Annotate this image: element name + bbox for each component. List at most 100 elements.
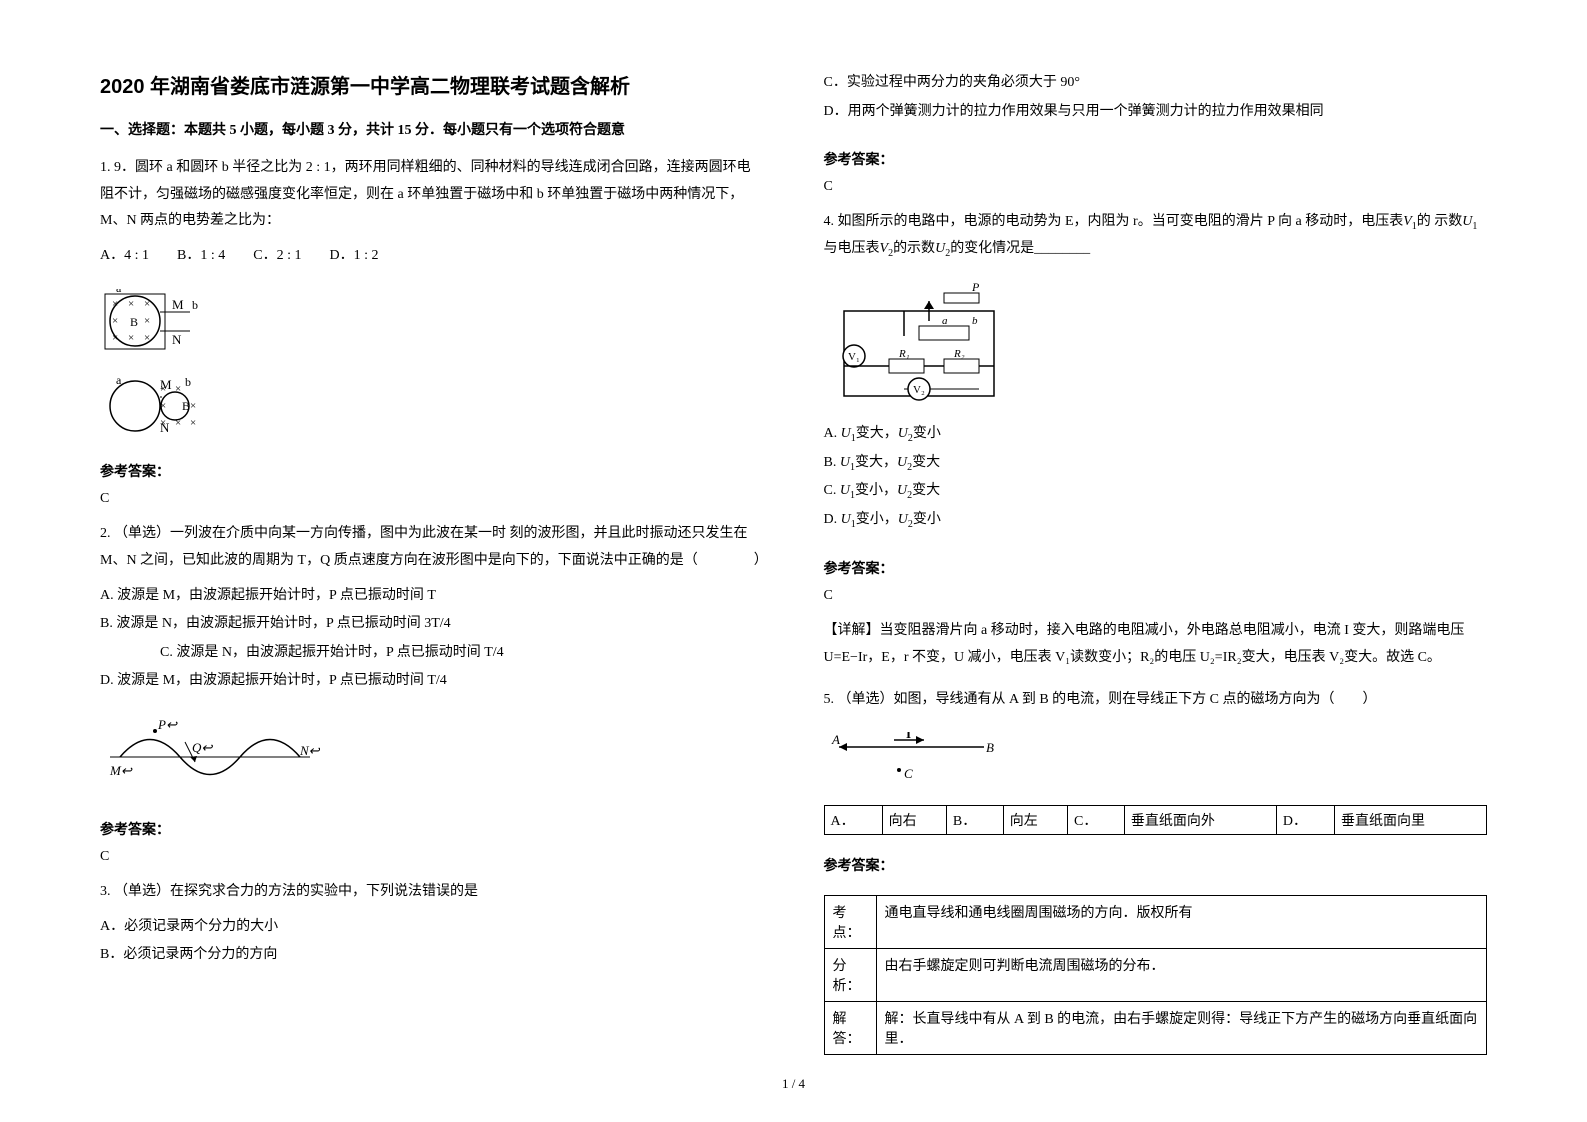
q4-detail: 【详解】当变阻器滑片向 a 移动时，接入电路的电阻减小，外电路总电阻减小，电流 …	[824, 618, 1488, 671]
q4-a-1: 变大，	[856, 426, 898, 441]
q4-b-1: 变大，	[855, 455, 897, 470]
q4-text-d: 与电压表	[824, 241, 880, 256]
q2-options: A. 波源是 M，由波源起振开始计时，P 点已振动时间 T B. 波源是 N，由…	[100, 583, 764, 697]
q4-u1: U	[1462, 214, 1472, 229]
q2-opt-a: A. 波源是 M，由波源起振开始计时，P 点已振动时间 T	[100, 583, 764, 610]
svg-text:B: B	[182, 399, 190, 413]
q1-answer: C	[100, 491, 764, 507]
q5-opt-c: 垂直纸面向外	[1124, 805, 1276, 834]
q5-figure: A I B C	[824, 732, 1488, 787]
q5-row3: 解：长直导线中有从 A 到 B 的电流，由右手螺旋定则得：导线正下方产生的磁场方…	[876, 1001, 1487, 1054]
svg-text:M: M	[160, 377, 172, 392]
q3-opts-left: A．必须记录两个分力的大小 B．必须记录两个分力的方向	[100, 914, 764, 971]
q4-c-1: 变小，	[855, 483, 897, 498]
q5-opt-d: 垂直纸面向里	[1335, 805, 1487, 834]
q5-opt-b-label: B．	[946, 805, 1003, 834]
q5-row2: 由右手螺旋定则可判断电流周围磁场的分布．	[876, 948, 1487, 1001]
q4-opt-c: C. U1变小，U2变大	[824, 478, 1488, 505]
q2-figure: M↩ N↩ P↩ Q↩	[100, 717, 764, 797]
q4-a-2: 变小	[913, 426, 941, 441]
q3-opt-d: D．用两个弹簧测力计的拉力作用效果与只用一个弹簧测力计的拉力作用效果相同	[824, 99, 1488, 126]
q5-row1: 通电直导线和通电线圈周围磁场的方向．版权所有	[876, 895, 1487, 948]
q3-answer: C	[824, 179, 1488, 195]
svg-text:×: ×	[144, 315, 150, 327]
q5-opt-b: 向左	[1003, 805, 1067, 834]
q5-row1-label: 考点：	[824, 895, 876, 948]
q3-opt-a: A．必须记录两个分力的大小	[100, 914, 764, 941]
q1-options: A．4 : 1 B．1 : 4 C．2 : 1 D．1 : 2	[100, 243, 764, 270]
q4-text-c: 示数	[1434, 214, 1462, 229]
svg-text:M↩: M↩	[109, 763, 133, 778]
u1b: U	[840, 455, 850, 470]
q5-answer-label: 参考答案：	[824, 855, 1488, 875]
svg-text:b: b	[185, 375, 191, 389]
svg-text:b: b	[192, 298, 198, 312]
svg-text:M: M	[172, 297, 184, 312]
q4-text-f: 的变化情况是________	[950, 241, 1090, 256]
q4-b-2: 变大	[912, 455, 940, 470]
q2-answer-label: 参考答案：	[100, 819, 764, 839]
q5-opt-c-label: C．	[1068, 805, 1125, 834]
svg-text:P: P	[971, 281, 980, 294]
svg-text:V₁: V₁	[848, 351, 860, 363]
u2b: U	[897, 455, 907, 470]
q5-opt-d-label: D．	[1276, 805, 1334, 834]
q1-figure-a: ××× ×× ××× B M N a b	[100, 289, 764, 354]
q4-d-1: 变小，	[856, 512, 898, 527]
q4-b-label: B.	[824, 455, 840, 470]
svg-text:R₂: R₂	[953, 348, 965, 360]
svg-text:A: A	[831, 732, 840, 747]
q2-opt-c: C. 波源是 N，由波源起振开始计时，P 点已振动时间 T/4	[100, 640, 764, 667]
svg-text:b: b	[972, 315, 978, 327]
svg-text:B: B	[130, 315, 138, 329]
q4-answer: C	[824, 588, 1488, 604]
q3-opts-right: C．实验过程中两分力的夹角必须大于 90° D．用两个弹簧测力计的拉力作用效果与…	[824, 70, 1488, 127]
q4-options: A. U1变大，U2变小 B. U1变大，U2变大 C. U1变小，U2变大 D…	[824, 421, 1488, 536]
q1-text: 1. 9．圆环 a 和圆环 b 半径之比为 2 : 1，两环用同样粗细的、同种材…	[100, 155, 764, 235]
svg-text:a: a	[116, 374, 122, 387]
svg-text:V₂: V₂	[913, 384, 925, 396]
q3-opt-b: B．必须记录两个分力的方向	[100, 942, 764, 969]
q4-text-b: 的	[1417, 214, 1431, 229]
q5-analysis-table: 考点：通电直导线和通电线圈周围磁场的方向．版权所有 分析：由右手螺旋定则可判断电…	[824, 895, 1488, 1055]
q2-text: 2. （单选）一列波在介质中向某一方向传播，图中为此波在某一时 刻的波形图，并且…	[100, 521, 764, 574]
q4-text: 4. 如图所示的电路中，电源的电动势为 E，内阻为 r。当可变电阻的滑片 P 向…	[824, 209, 1488, 263]
q4-opt-d: D. U1变小，U2变小	[824, 507, 1488, 534]
svg-text:×: ×	[190, 417, 196, 429]
right-column: C．实验过程中两分力的夹角必须大于 90° D．用两个弹簧测力计的拉力作用效果与…	[824, 70, 1488, 1082]
page-number: 1 / 4	[782, 1076, 805, 1092]
q5-text: 5. （单选）如图，导线通有从 A 到 B 的电流，则在导线正下方 C 点的磁场…	[824, 687, 1488, 714]
main-title: 2020 年湖南省娄底市涟源第一中学高二物理联考试题含解析	[100, 70, 764, 99]
svg-text:×: ×	[112, 315, 118, 327]
q4-text-e: 的示数	[893, 241, 935, 256]
q4-c-2: 变大	[912, 483, 940, 498]
u2c: U	[897, 483, 907, 498]
u2a: U	[898, 426, 908, 441]
svg-text:×: ×	[128, 298, 134, 310]
q5-row2-label: 分析：	[824, 948, 876, 1001]
q4-opt-b: B. U1变大，U2变大	[824, 450, 1488, 477]
q2-answer: C	[100, 849, 764, 865]
q4-answer-label: 参考答案：	[824, 558, 1488, 578]
q4-d-2: 变小	[913, 512, 941, 527]
svg-text:a: a	[942, 315, 948, 327]
svg-text:a: a	[116, 289, 122, 295]
u1c: U	[840, 483, 850, 498]
svg-text:×: ×	[128, 332, 134, 344]
q1-answer-label: 参考答案：	[100, 461, 764, 481]
svg-text:N: N	[172, 332, 182, 347]
svg-text:Q↩: Q↩	[192, 740, 213, 755]
svg-text:N: N	[160, 420, 170, 435]
q5-opt-a-label: A．	[824, 805, 882, 834]
q3-text: 3. （单选）在探究求合力的方法的实验中，下列说法错误的是	[100, 879, 764, 906]
q4-opt-a: A. U1变大，U2变小	[824, 421, 1488, 448]
q5-row3-label: 解答：	[824, 1001, 876, 1054]
u1a: U	[841, 426, 851, 441]
left-column: 2020 年湖南省娄底市涟源第一中学高二物理联考试题含解析 一、选择题：本题共 …	[100, 70, 764, 1082]
q2-opt-b: B. 波源是 N，由波源起振开始计时，P 点已振动时间 3T/4	[100, 611, 764, 638]
svg-text:I: I	[906, 732, 911, 741]
q2-opt-d: D. 波源是 M，由波源起振开始计时，P 点已振动时间 T/4	[100, 668, 764, 695]
svg-text:R₁: R₁	[898, 348, 910, 360]
svg-text:N↩: N↩	[299, 743, 320, 758]
section-1-title: 一、选择题：本题共 5 小题，每小题 3 分，共计 15 分．每小题只有一个选项…	[100, 119, 764, 139]
